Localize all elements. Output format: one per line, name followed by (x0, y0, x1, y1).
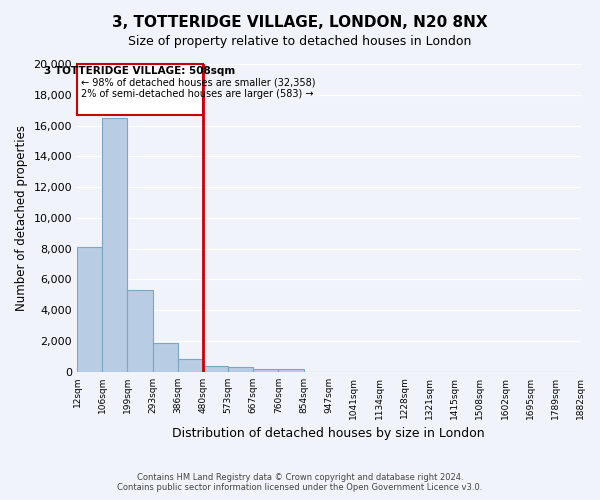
Text: ← 98% of detached houses are smaller (32,358): ← 98% of detached houses are smaller (32… (81, 78, 316, 88)
Bar (152, 343, 178, 372)
Text: 3, TOTTERIDGE VILLAGE, LONDON, N20 8NX: 3, TOTTERIDGE VILLAGE, LONDON, N20 8NX (112, 15, 488, 30)
Bar (203, 366, 228, 372)
Text: Contains HM Land Registry data © Crown copyright and database right 2024.
Contai: Contains HM Land Registry data © Crown c… (118, 473, 482, 492)
X-axis label: Distribution of detached houses by size in London: Distribution of detached houses by size … (172, 427, 485, 440)
Text: 3 TOTTERIDGE VILLAGE: 508sqm: 3 TOTTERIDGE VILLAGE: 508sqm (44, 66, 236, 76)
Bar (77, 247, 102, 372)
Bar (253, 368, 278, 372)
Bar (127, 290, 152, 372)
Bar (102, 118, 127, 372)
Text: 2% of semi-detached houses are larger (583) →: 2% of semi-detached houses are larger (5… (81, 88, 313, 99)
Bar (228, 367, 253, 372)
Text: Size of property relative to detached houses in London: Size of property relative to detached ho… (128, 35, 472, 48)
Bar (77, 64, 203, 115)
Bar (278, 370, 304, 372)
Bar (178, 359, 203, 372)
Y-axis label: Number of detached properties: Number of detached properties (15, 125, 28, 311)
